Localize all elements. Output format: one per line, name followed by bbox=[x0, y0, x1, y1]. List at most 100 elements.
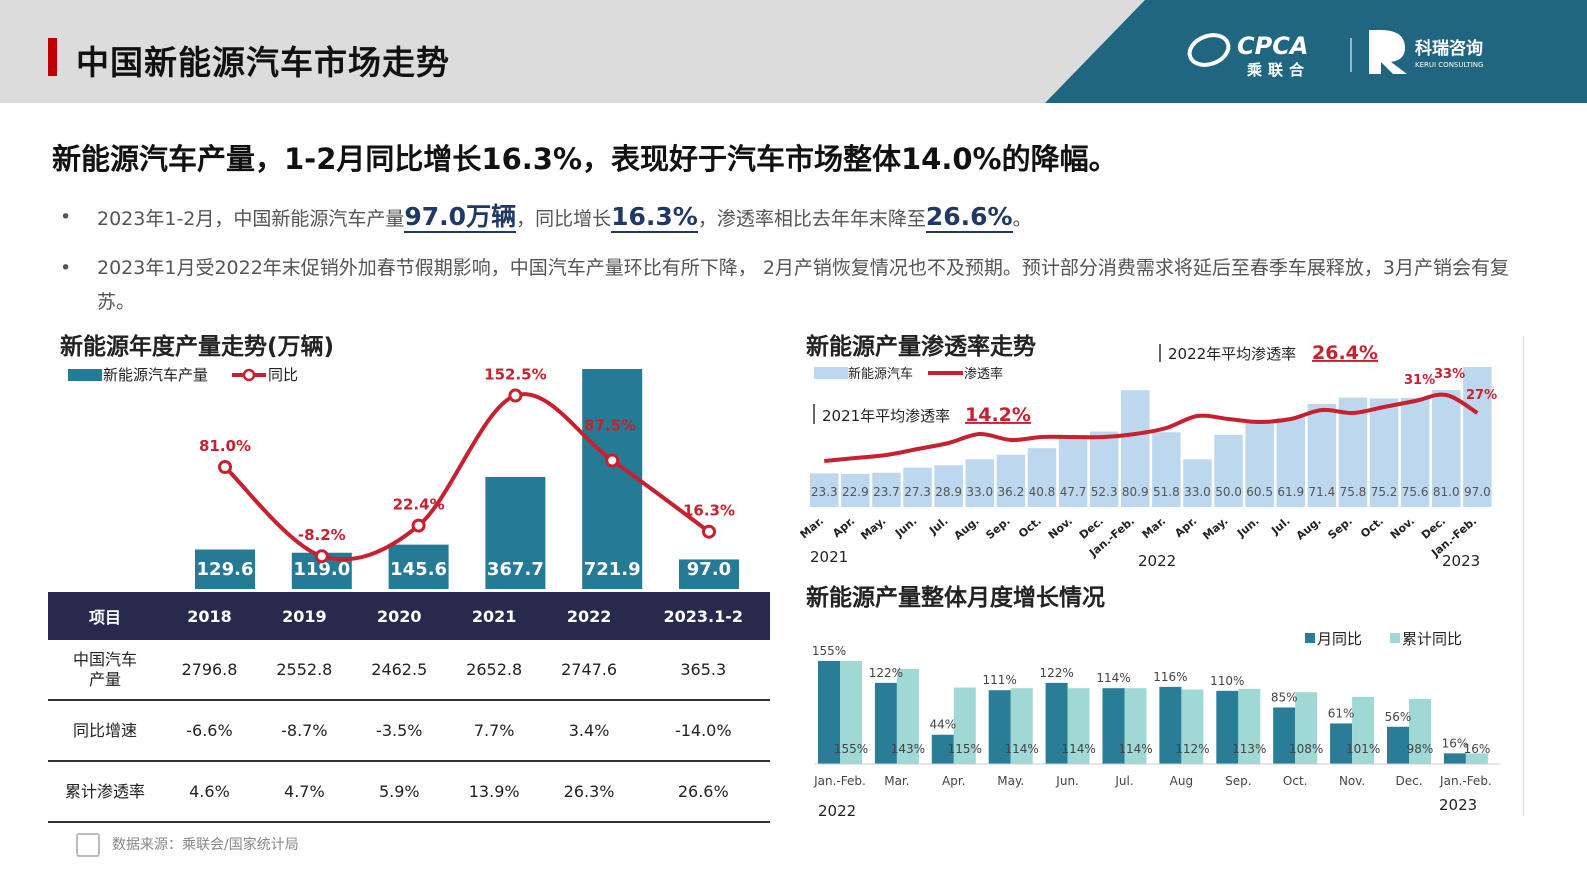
bar-month bbox=[1102, 688, 1125, 764]
bullet-1-part1: 2023年1-2月，中国新能源汽车产量 bbox=[97, 208, 405, 230]
table-header-cell: 2021 bbox=[446, 592, 542, 640]
bullet-dot: • bbox=[60, 206, 72, 228]
x-tick-label: Jul. bbox=[926, 514, 950, 537]
bar-value-label: 119.0 bbox=[293, 559, 350, 580]
bar-value-label: 22.9 bbox=[842, 485, 869, 499]
legend-swatch-month bbox=[1305, 633, 1315, 643]
table-cell: -8.7% bbox=[256, 700, 352, 762]
header-banner: 中国新能源汽车市场走势 CPCA 乘联合 科瑞咨询 KERUI CONSULTI… bbox=[0, 0, 1587, 103]
year-label: 2022 bbox=[1138, 552, 1176, 570]
x-tick-label: Oct. bbox=[1283, 774, 1308, 788]
bar-cumulative-label: 114% bbox=[1005, 742, 1039, 756]
annual-production-chart: 新能源汽车产量 同比 129.6 119.0 145.6 367.7 721.9 97.0… bbox=[68, 366, 739, 589]
bar-value-label: 75.6 bbox=[1402, 485, 1429, 499]
svg-text:KERUI CONSULTING: KERUI CONSULTING bbox=[1415, 61, 1483, 69]
bar bbox=[1369, 398, 1399, 507]
logo-divider bbox=[1350, 38, 1352, 72]
bar-value-label: 23.3 bbox=[811, 485, 838, 499]
bar bbox=[1027, 448, 1057, 507]
bar-month-label: 16% bbox=[1442, 736, 1469, 750]
bar-month-label: 111% bbox=[983, 673, 1017, 687]
line-value-label: -8.2% bbox=[298, 526, 346, 544]
annotation-2021-value: 14.2% bbox=[965, 404, 1031, 426]
line-value-label: 152.5% bbox=[484, 366, 546, 384]
penetration-chart: 新能源汽车 渗透率 23.3 Mar. 22.9 Apr. 23.7 May. 27.3 Ju… bbox=[800, 342, 1497, 570]
bar bbox=[1214, 434, 1243, 507]
table-cell: 7.7% bbox=[446, 700, 542, 762]
monthly-growth-chart: 月同比 累计同比 155% 155% Jan.-Feb. 122% 143% Mar. 44… bbox=[812, 630, 1500, 820]
table-row: 同比增速 -6.6% -8.7% -3.5% 7.7% 3.4% -14.0% bbox=[48, 700, 770, 762]
annotation-2021-avg: 2021年平均渗透率 14.2% bbox=[813, 404, 1031, 426]
bar-value-label: 61.9 bbox=[1277, 485, 1304, 499]
table-cell: 2747.6 bbox=[541, 640, 637, 701]
bar-month bbox=[818, 660, 840, 764]
x-tick-label: Mar. bbox=[1140, 514, 1169, 541]
bar-value-label: 33.0 bbox=[966, 485, 993, 499]
bar-cumulative bbox=[896, 668, 919, 764]
bar-value-label: 47.7 bbox=[1060, 485, 1087, 499]
x-tick-label: Nov. bbox=[1046, 514, 1075, 541]
table-header-cell: 2019 bbox=[256, 592, 352, 640]
bar bbox=[1432, 390, 1461, 507]
bar-value-label: 145.6 bbox=[390, 559, 447, 580]
bar-value-label: 52.3 bbox=[1091, 485, 1118, 499]
bar-value-label: 81.0 bbox=[1433, 485, 1460, 499]
bullet-1-part2: ，同比增长 bbox=[516, 208, 612, 230]
bar-value-label: 50.0 bbox=[1215, 485, 1242, 499]
bar-month-label: 114% bbox=[1096, 671, 1130, 685]
bar bbox=[1121, 390, 1150, 507]
bar bbox=[996, 454, 1026, 507]
monthly-growth-title: 新能源产量整体月度增长情况 bbox=[806, 585, 1105, 611]
bar-month-label: 122% bbox=[869, 666, 903, 680]
calendar-icon bbox=[76, 833, 100, 857]
bar-month-label: 56% bbox=[1385, 710, 1412, 724]
data-table: 项目 2018 2019 2020 2021 2022 2023.1-2 中国汽… bbox=[48, 592, 770, 823]
bar-month-label: 85% bbox=[1271, 690, 1298, 704]
bar-cumulative bbox=[1352, 696, 1375, 764]
bar-value-label: 33.0 bbox=[1184, 485, 1211, 499]
table-header-cell: 项目 bbox=[48, 592, 162, 640]
table-header-row: 项目 2018 2019 2020 2021 2022 2023.1-2 bbox=[48, 592, 770, 640]
legend-bar-label: 新能源汽车产量 bbox=[103, 366, 208, 384]
legend-swatch-cum bbox=[1390, 633, 1400, 643]
bar bbox=[903, 467, 932, 507]
bar-value-label: 367.7 bbox=[487, 559, 544, 580]
x-tick-label: Sep. bbox=[1326, 514, 1355, 542]
bar bbox=[485, 476, 546, 589]
year-label: 2022 bbox=[818, 802, 856, 820]
table-header-cell: 2018 bbox=[162, 592, 257, 640]
bar-value-label: 27.3 bbox=[904, 485, 931, 499]
highlight-output: 97.0万辆 bbox=[404, 202, 517, 233]
x-tick-label: Oct. bbox=[1016, 514, 1044, 540]
x-tick-label: Apr. bbox=[1172, 514, 1199, 540]
x-tick-label: Apr. bbox=[942, 774, 965, 788]
table-header-cell: 2023.1-2 bbox=[636, 592, 770, 640]
bar-month-label: 116% bbox=[1153, 670, 1187, 684]
callout-label: 31% bbox=[1404, 373, 1435, 388]
bar-month-label: 155% bbox=[812, 644, 846, 658]
bar bbox=[810, 473, 839, 507]
legend-label-month: 月同比 bbox=[1317, 630, 1362, 648]
svg-text:科瑞咨询: 科瑞咨询 bbox=[1415, 38, 1483, 59]
bar bbox=[1089, 431, 1119, 507]
callout-label: 27% bbox=[1466, 388, 1497, 403]
bar-cumulative bbox=[1010, 688, 1033, 764]
highlight-growth: 16.3% bbox=[611, 202, 698, 233]
legend: 月同比 累计同比 bbox=[1305, 630, 1462, 648]
bar-cumulative-label: 101% bbox=[1346, 742, 1380, 756]
bar-cumulative-label: 98% bbox=[1407, 742, 1434, 756]
row-header-line2: 产量 bbox=[88, 669, 121, 689]
row-header: 中国汽车 产量 bbox=[48, 640, 162, 701]
bar-month bbox=[1216, 690, 1239, 764]
bar-cumulative bbox=[1067, 688, 1090, 764]
legend-label-cum: 累计同比 bbox=[1402, 630, 1462, 648]
bar-cumulative bbox=[1295, 692, 1318, 764]
bar-cumulative-label: 108% bbox=[1289, 742, 1323, 756]
kerui-logo: 科瑞咨询 KERUI CONSULTING bbox=[1369, 30, 1483, 74]
line-value-label: 87.5% bbox=[584, 417, 636, 435]
x-tick-label: Sep. bbox=[983, 514, 1012, 542]
bullet-2-text: 2023年1月受2022年末促销外加春节假期影响，中国汽车产量环比有所下降， 2… bbox=[97, 257, 1510, 313]
annotation-2022-avg: 2022年平均渗透率 26.4% bbox=[1159, 342, 1378, 364]
cpca-logo: CPCA 乘联合 bbox=[1187, 32, 1308, 79]
source-note: 数据来源：乘联会/国家统计局 bbox=[76, 833, 299, 857]
